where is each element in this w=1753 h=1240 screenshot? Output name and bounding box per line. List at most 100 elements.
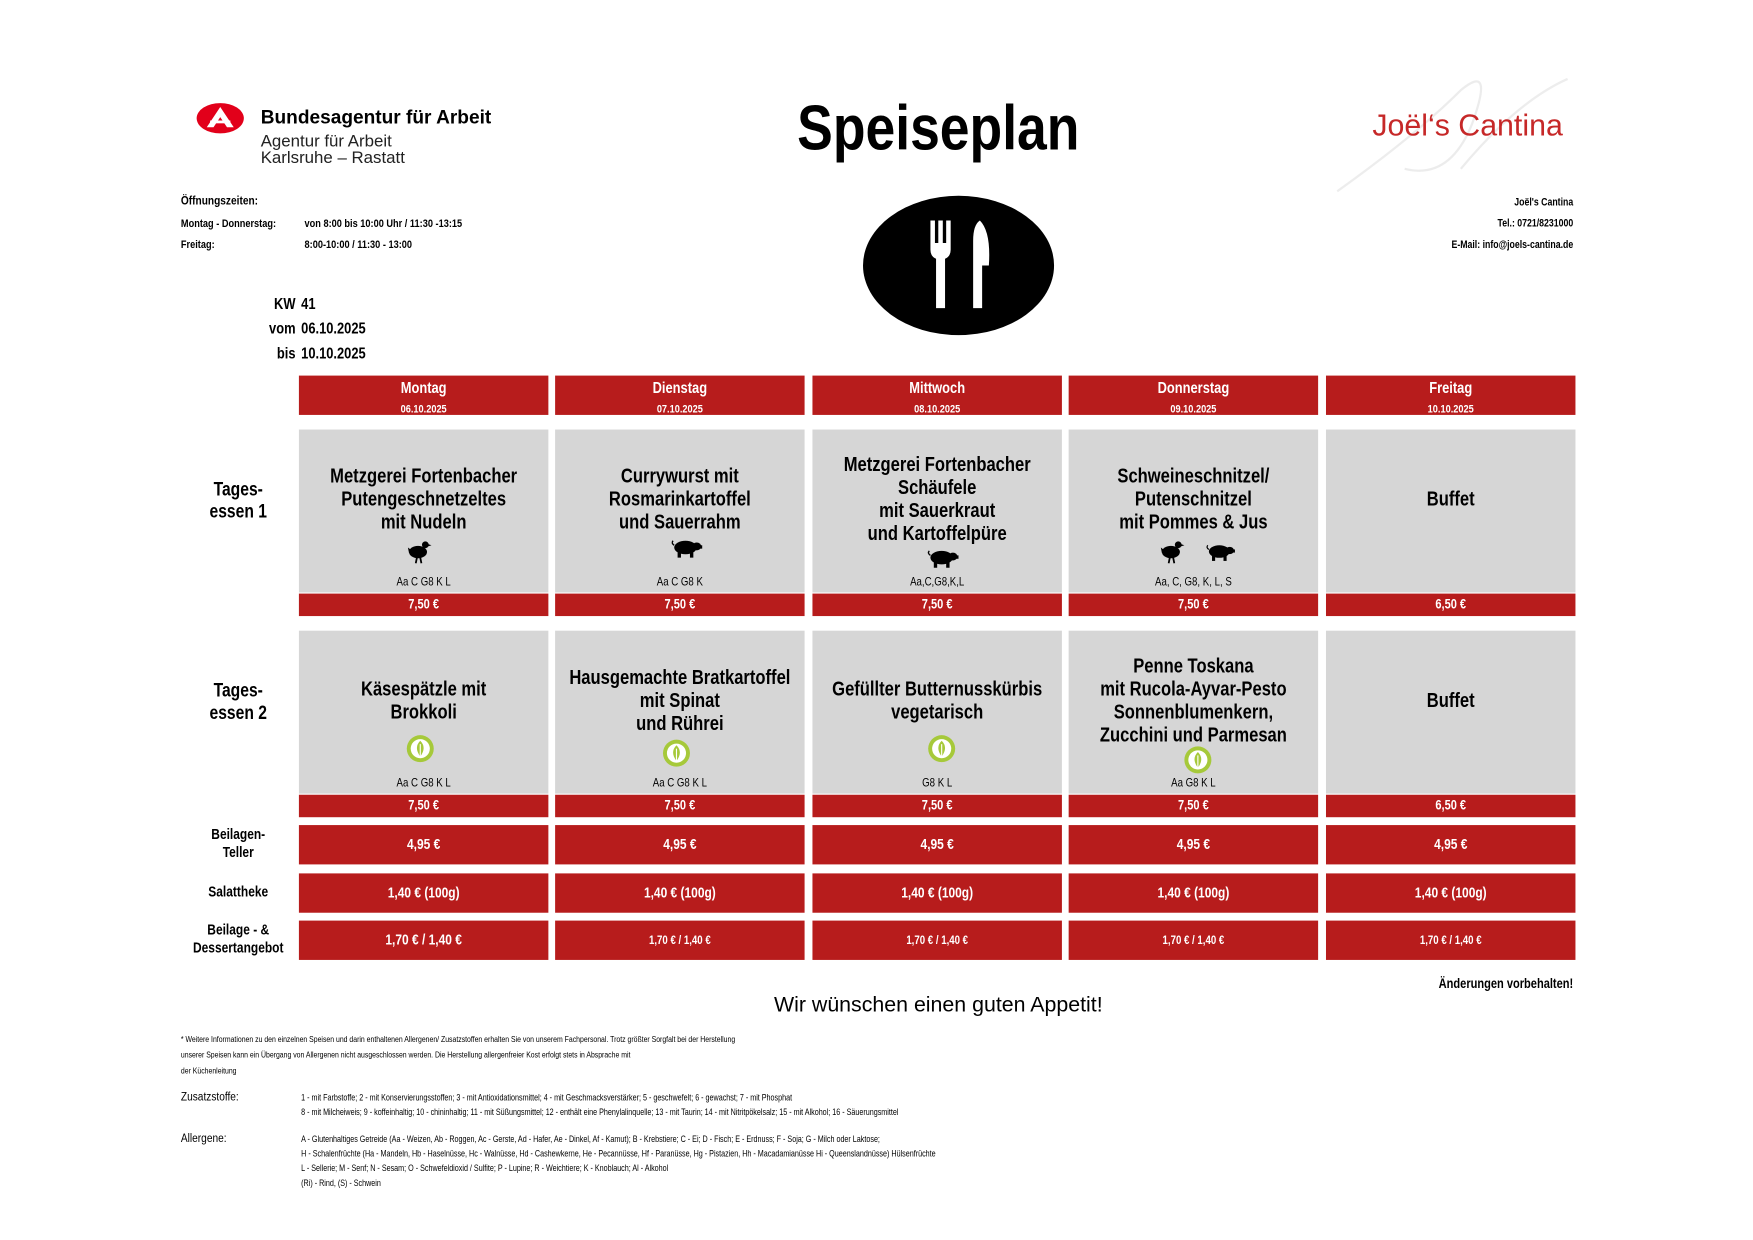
row-price: 4,95 € bbox=[663, 836, 697, 852]
day-date: 10.10.2025 bbox=[1428, 404, 1474, 416]
row-price: 1,40 € (100g) bbox=[901, 884, 973, 900]
price-row-cell bbox=[812, 920, 1062, 960]
meal-cell bbox=[1325, 429, 1576, 593]
meal-title: Schäufele bbox=[898, 476, 976, 499]
day-name: Donnerstag bbox=[1158, 380, 1230, 397]
meal-price: 7,50 € bbox=[408, 596, 439, 611]
meal-title: mit Rucola-Ayvar-Pesto bbox=[1100, 677, 1286, 700]
price-bar bbox=[812, 593, 1062, 617]
meal-title: Rosmarinkartoffel bbox=[609, 487, 751, 510]
meal-price: 7,50 € bbox=[664, 798, 695, 813]
row-price: 4,95 € bbox=[1434, 836, 1468, 852]
day-date: 06.10.2025 bbox=[401, 404, 447, 416]
meal-allergens: Aa, C, G8, K, L, S bbox=[1155, 576, 1232, 589]
meal-allergens: Aa C G8 K L bbox=[397, 576, 451, 589]
row-label: Teller bbox=[223, 844, 254, 860]
day-date: 07.10.2025 bbox=[657, 404, 703, 416]
additives-line: 8 - mit Milcheiweis; 9 - koffeinhaltig; … bbox=[301, 1107, 898, 1117]
meal-title: Buffet bbox=[1427, 487, 1475, 510]
meal-price: 7,50 € bbox=[1178, 798, 1209, 813]
agency-name: Bundesagentur für Arbeit bbox=[261, 107, 492, 128]
day-date: 08.10.2025 bbox=[914, 404, 960, 416]
row-label: Beilagen- bbox=[211, 826, 265, 842]
disclaimer-line: * Weitere Informationen zu den einzelnen… bbox=[181, 1034, 735, 1044]
meal-cell bbox=[298, 630, 549, 794]
vegetarian-icon bbox=[927, 734, 956, 763]
vegetarian-icon bbox=[1183, 745, 1212, 774]
allergens-line: H - Schalenfrüchte (Ha - Mandeln, Hb - H… bbox=[301, 1149, 936, 1159]
agency-sub: Karlsruhe – Rastatt bbox=[261, 148, 405, 167]
meal-price: 7,50 € bbox=[922, 596, 953, 611]
row-price: 1,40 € (100g) bbox=[644, 884, 716, 900]
agency-sub: Agentur für Arbeit bbox=[261, 131, 392, 150]
meal-cell bbox=[1325, 630, 1576, 794]
meal-title: Schweineschnitzel/ bbox=[1117, 464, 1269, 487]
greeting: Wir wünschen einen guten Appetit! bbox=[774, 993, 1103, 1017]
day-header bbox=[812, 375, 1062, 415]
meal-price: 7,50 € bbox=[922, 798, 953, 813]
meal-title: und Sauerrahm bbox=[619, 510, 741, 533]
allergens-line: A - Glutenhaltiges Getreide (Aa - Weizen… bbox=[301, 1134, 880, 1144]
week-value: 10.10.2025 bbox=[301, 345, 366, 362]
price-row-cell bbox=[1325, 920, 1576, 960]
price-row-cell bbox=[555, 873, 805, 913]
meal-cell bbox=[555, 429, 805, 593]
brand-name: Joël‘s Cantina bbox=[1372, 109, 1563, 142]
hours-day: Freitag: bbox=[181, 239, 215, 251]
price-bar bbox=[1068, 794, 1319, 818]
row-label: essen 1 bbox=[210, 500, 268, 522]
week-label: KW bbox=[274, 296, 296, 313]
meal-title: mit Pommes & Jus bbox=[1119, 510, 1267, 533]
day-name: Montag bbox=[401, 380, 447, 397]
meal-allergens: Aa,C,G8,K,L bbox=[910, 576, 964, 589]
price-bar bbox=[812, 794, 1062, 818]
meal-title: Brokkoli bbox=[390, 700, 456, 723]
day-name: Freitag bbox=[1429, 380, 1472, 397]
price-bar bbox=[298, 794, 549, 818]
row-label: Beilage - & bbox=[207, 921, 269, 937]
notice: Änderungen vorbehalten! bbox=[1439, 975, 1574, 991]
meal-cell bbox=[1068, 429, 1319, 593]
row-price: 1,70 € / 1,40 € bbox=[906, 934, 968, 947]
meal-title: mit Sauerkraut bbox=[879, 499, 995, 522]
meal-title: Metzgerei Fortenbacher bbox=[844, 453, 1031, 476]
meal-title: und Rührei bbox=[636, 711, 723, 734]
cutlery-emblem bbox=[863, 195, 1055, 336]
price-bar bbox=[555, 794, 805, 818]
meal-title: Metzgerei Fortenbacher bbox=[330, 464, 517, 487]
meal-title: Currywurst mit bbox=[621, 464, 739, 487]
meal-price: 7,50 € bbox=[408, 798, 439, 813]
meal-title: Hausgemachte Bratkartoffel bbox=[569, 665, 790, 688]
price-bar bbox=[1325, 794, 1576, 818]
price-bar bbox=[1325, 593, 1576, 617]
row-price: 1,70 € / 1,40 € bbox=[1163, 934, 1225, 947]
meal-price: 7,50 € bbox=[1178, 596, 1209, 611]
disclaimer-line: unserer Speisen kann ein Übergang von Al… bbox=[181, 1050, 631, 1060]
row-price: 4,95 € bbox=[921, 836, 955, 852]
price-bar bbox=[1068, 593, 1319, 617]
meal-title: Putengeschnetzeltes bbox=[341, 487, 506, 510]
meal-cell bbox=[555, 630, 805, 794]
day-header bbox=[1325, 375, 1576, 415]
meal-allergens: Aa G8 K L bbox=[1171, 777, 1216, 790]
disclaimer-line: der Küchenleitung bbox=[181, 1066, 237, 1076]
price-row-cell bbox=[298, 825, 549, 865]
allergens-label: Allergene: bbox=[181, 1132, 227, 1145]
meal-title: Käsespätzle mit bbox=[361, 677, 486, 700]
price-row-cell bbox=[298, 920, 549, 960]
allergens-line: (Ri) - Rind, (S) - Schwein bbox=[301, 1178, 381, 1188]
day-name: Mittwoch bbox=[909, 380, 965, 397]
hours-time: 8:00-10:00 / 11:30 - 13:00 bbox=[305, 239, 413, 251]
meal-price: 7,50 € bbox=[664, 596, 695, 611]
hours-day: Montag - Donnerstag: bbox=[181, 218, 276, 230]
meal-price: 6,50 € bbox=[1435, 596, 1466, 611]
price-row-cell bbox=[1068, 920, 1319, 960]
day-header bbox=[1068, 375, 1319, 415]
row-label: Tages- bbox=[214, 478, 263, 500]
row-label: Dessertangebot bbox=[193, 939, 284, 955]
meal-title: Gefüllter Butternusskürbis bbox=[832, 677, 1042, 700]
meal-title: und Kartoffelpüre bbox=[868, 522, 1007, 545]
price-row-cell bbox=[812, 825, 1062, 865]
row-price: 1,40 € (100g) bbox=[1157, 884, 1229, 900]
